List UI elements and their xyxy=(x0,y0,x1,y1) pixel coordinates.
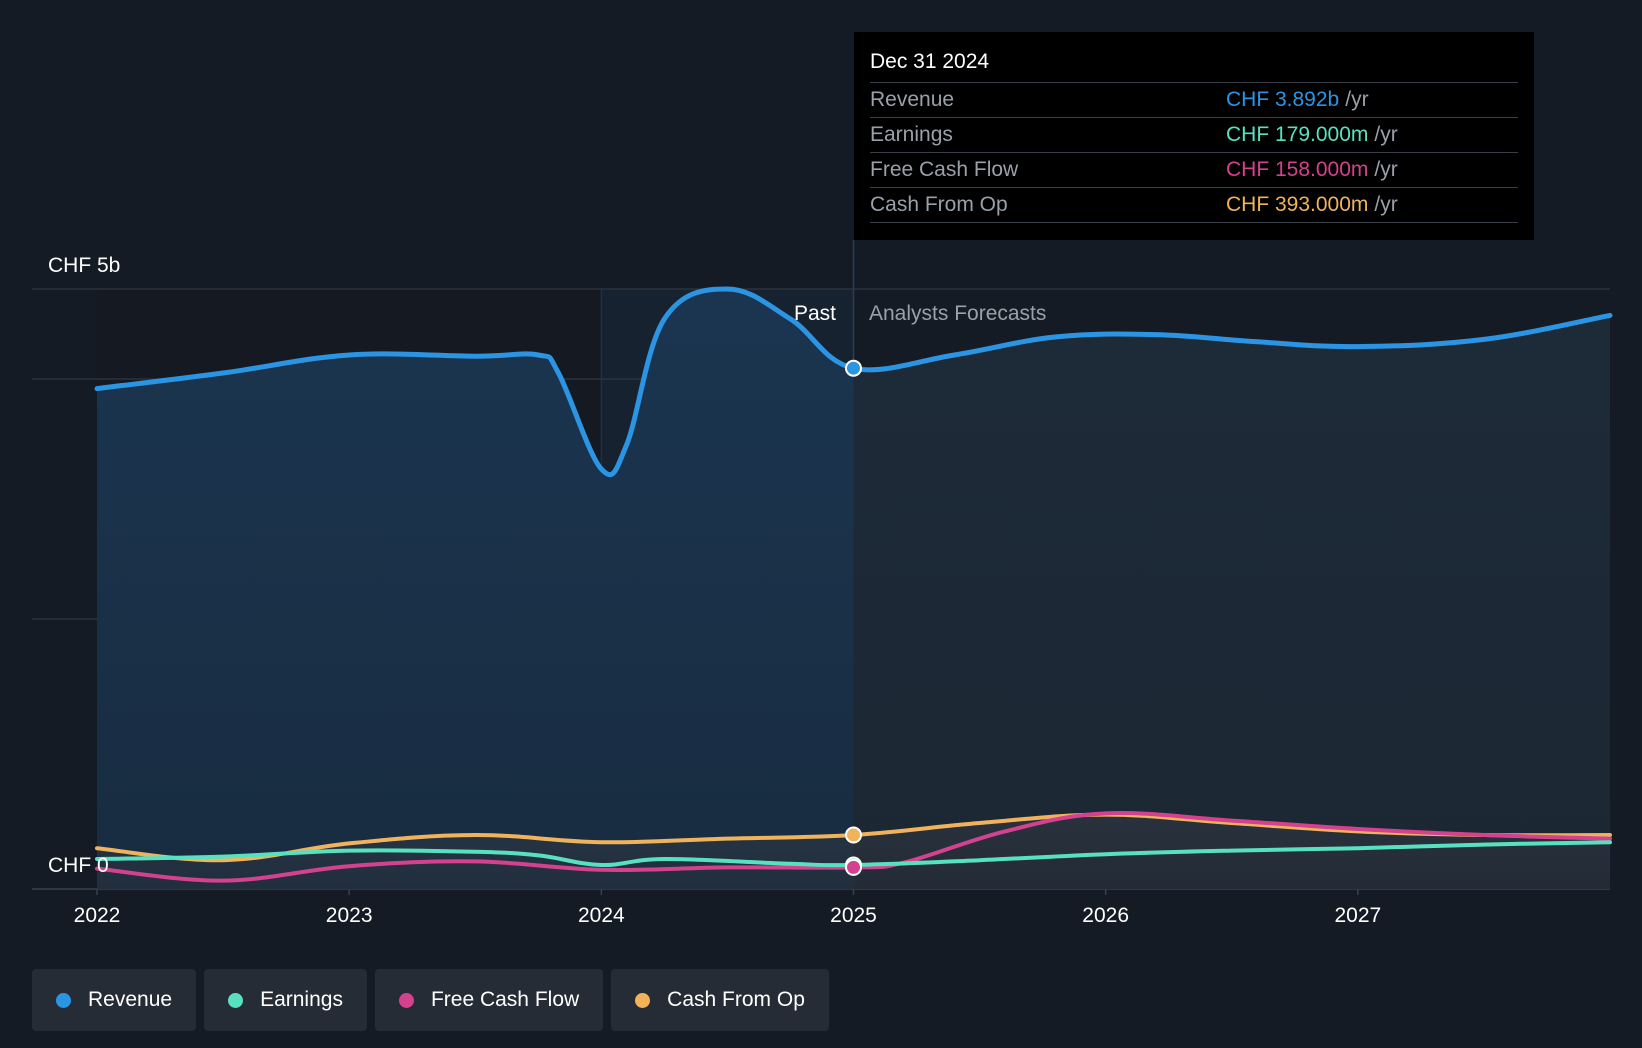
tooltip-label: Earnings xyxy=(870,123,953,146)
tooltip-date: Dec 31 2024 xyxy=(870,46,1518,83)
legend-label: Cash From Op xyxy=(667,988,805,1011)
legend-label: Free Cash Flow xyxy=(430,988,580,1011)
x-tick-label: 2025 xyxy=(830,904,877,927)
tooltip-value: CHF 3.892b xyxy=(1226,88,1340,111)
y-axis-bottom-label: CHF 0 xyxy=(48,854,109,877)
x-tick-label: 2024 xyxy=(578,904,625,927)
revenue-marker xyxy=(845,359,862,377)
cash-area xyxy=(97,814,1610,889)
legend: Revenue Earnings Free Cash Flow Cash Fro… xyxy=(32,969,829,1031)
tooltip-unit: /yr xyxy=(1374,193,1398,216)
tooltip: Dec 31 2024 Revenue CHF 3.892b /yr Earni… xyxy=(854,32,1534,240)
tooltip-label: Free Cash Flow xyxy=(870,158,1019,181)
x-tick-label: 2023 xyxy=(326,904,373,927)
tooltip-unit: /yr xyxy=(1345,88,1369,111)
x-tick-label: 2026 xyxy=(1082,904,1129,927)
legend-item-cash-from-op[interactable]: Cash From Op xyxy=(611,969,829,1031)
tooltip-row-cash-from-op: Cash From Op CHF 393.000m /yr xyxy=(870,188,1518,223)
tooltip-unit: /yr xyxy=(1374,158,1398,181)
y-axis-top-label: CHF 5b xyxy=(48,254,120,277)
free-cash-flow-dot-icon xyxy=(398,992,414,1008)
tooltip-row-free-cash-flow: Free Cash Flow CHF 158.000m /yr xyxy=(870,153,1518,188)
tooltip-label: Revenue xyxy=(870,88,955,111)
tooltip-row-revenue: Revenue CHF 3.892b /yr xyxy=(870,83,1518,118)
legend-label: Revenue xyxy=(88,988,173,1011)
tooltip-value: CHF 158.000m xyxy=(1226,158,1369,181)
earnings-line xyxy=(95,840,1612,868)
tooltip-label: Cash From Op xyxy=(870,193,1008,216)
tooltip-row-earnings: Earnings CHF 179.000m /yr xyxy=(870,118,1518,153)
past-label: Past xyxy=(794,302,836,325)
revenue-area-past xyxy=(97,289,854,889)
tooltip-unit: /yr xyxy=(1374,123,1398,146)
financial-chart: CHF 5b CHF 0 Past Analysts Forecasts 202… xyxy=(32,240,1613,927)
x-tick-label: 2027 xyxy=(1334,904,1381,927)
revenue-area-forecast xyxy=(853,315,1610,889)
free-cash-flow-marker xyxy=(845,858,862,876)
revenue-line xyxy=(94,286,1613,478)
cash-from-op-marker xyxy=(845,826,862,844)
legend-label: Earnings xyxy=(260,988,343,1011)
revenue-dot-icon xyxy=(56,992,71,1008)
cash-from-op-dot-icon xyxy=(635,992,651,1008)
legend-item-revenue[interactable]: Revenue xyxy=(32,969,197,1031)
tooltip-value: CHF 179.000m xyxy=(1226,123,1369,146)
x-tick-label: 2022 xyxy=(74,904,121,927)
forecast-label: Analysts Forecasts xyxy=(869,302,1046,325)
tooltip-value: CHF 393.000m xyxy=(1226,193,1369,216)
legend-item-earnings[interactable]: Earnings xyxy=(204,969,367,1031)
free-cash-flow-line xyxy=(95,811,1612,883)
earnings-dot-icon xyxy=(228,992,244,1008)
legend-item-free-cash-flow[interactable]: Free Cash Flow xyxy=(374,969,604,1031)
